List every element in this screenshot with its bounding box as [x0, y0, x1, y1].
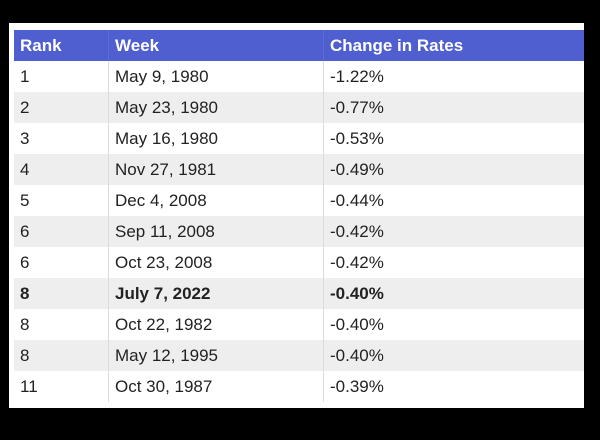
- change-cell: -0.40%: [323, 278, 584, 309]
- rank-cell: 1: [14, 61, 108, 92]
- table-frame: Rank Week Change in Rates 1 May 9, 1980 …: [9, 23, 584, 408]
- rank-cell: 6: [14, 247, 108, 278]
- rank-cell: 8: [14, 309, 108, 340]
- header-rank: Rank: [14, 30, 108, 61]
- week-cell: May 9, 1980: [108, 61, 323, 92]
- table-row: 4 Nov 27, 1981 -0.49%: [14, 154, 584, 185]
- week-cell: May 16, 1980: [108, 123, 323, 154]
- table-row: 6 Sep 11, 2008 -0.42%: [14, 216, 584, 247]
- table-row: 11 Oct 30, 1987 -0.39%: [14, 371, 584, 402]
- week-cell: May 23, 1980: [108, 92, 323, 123]
- table-row: 1 May 9, 1980 -1.22%: [14, 61, 584, 92]
- week-cell: Nov 27, 1981: [108, 154, 323, 185]
- change-cell: -0.42%: [323, 216, 584, 247]
- change-cell: -0.42%: [323, 247, 584, 278]
- rank-cell: 11: [14, 371, 108, 402]
- rank-cell: 3: [14, 123, 108, 154]
- table-row: 5 Dec 4, 2008 -0.44%: [14, 185, 584, 216]
- rank-cell: 6: [14, 216, 108, 247]
- rank-cell: 5: [14, 185, 108, 216]
- change-cell: -0.44%: [323, 185, 584, 216]
- rank-cell: 8: [14, 340, 108, 371]
- table-row: 8 Oct 22, 1982 -0.40%: [14, 309, 584, 340]
- change-cell: -0.40%: [323, 309, 584, 340]
- week-cell: Oct 23, 2008: [108, 247, 323, 278]
- week-cell: Oct 30, 1987: [108, 371, 323, 402]
- rank-cell: 2: [14, 92, 108, 123]
- change-cell: -0.53%: [323, 123, 584, 154]
- table-row: 3 May 16, 1980 -0.53%: [14, 123, 584, 154]
- week-cell: Dec 4, 2008: [108, 185, 323, 216]
- table-row-highlighted: 8 July 7, 2022 -0.40%: [14, 278, 584, 309]
- header-week: Week: [108, 30, 323, 61]
- change-cell: -0.49%: [323, 154, 584, 185]
- week-cell: Oct 22, 1982: [108, 309, 323, 340]
- rank-cell: 8: [14, 278, 108, 309]
- header-change-in-rates: Change in Rates: [323, 30, 584, 61]
- rate-change-table: Rank Week Change in Rates 1 May 9, 1980 …: [14, 30, 584, 402]
- change-cell: -0.77%: [323, 92, 584, 123]
- change-cell: -0.39%: [323, 371, 584, 402]
- change-cell: -1.22%: [323, 61, 584, 92]
- week-cell: Sep 11, 2008: [108, 216, 323, 247]
- rank-cell: 4: [14, 154, 108, 185]
- table-row: 2 May 23, 1980 -0.77%: [14, 92, 584, 123]
- table-row: 8 May 12, 1995 -0.40%: [14, 340, 584, 371]
- table-header-row: Rank Week Change in Rates: [14, 30, 584, 61]
- table-row: 6 Oct 23, 2008 -0.42%: [14, 247, 584, 278]
- week-cell: July 7, 2022: [108, 278, 323, 309]
- week-cell: May 12, 1995: [108, 340, 323, 371]
- change-cell: -0.40%: [323, 340, 584, 371]
